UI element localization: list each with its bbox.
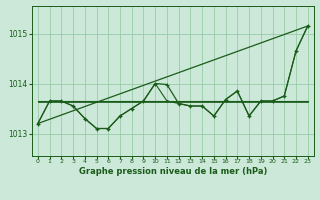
X-axis label: Graphe pression niveau de la mer (hPa): Graphe pression niveau de la mer (hPa) xyxy=(79,167,267,176)
